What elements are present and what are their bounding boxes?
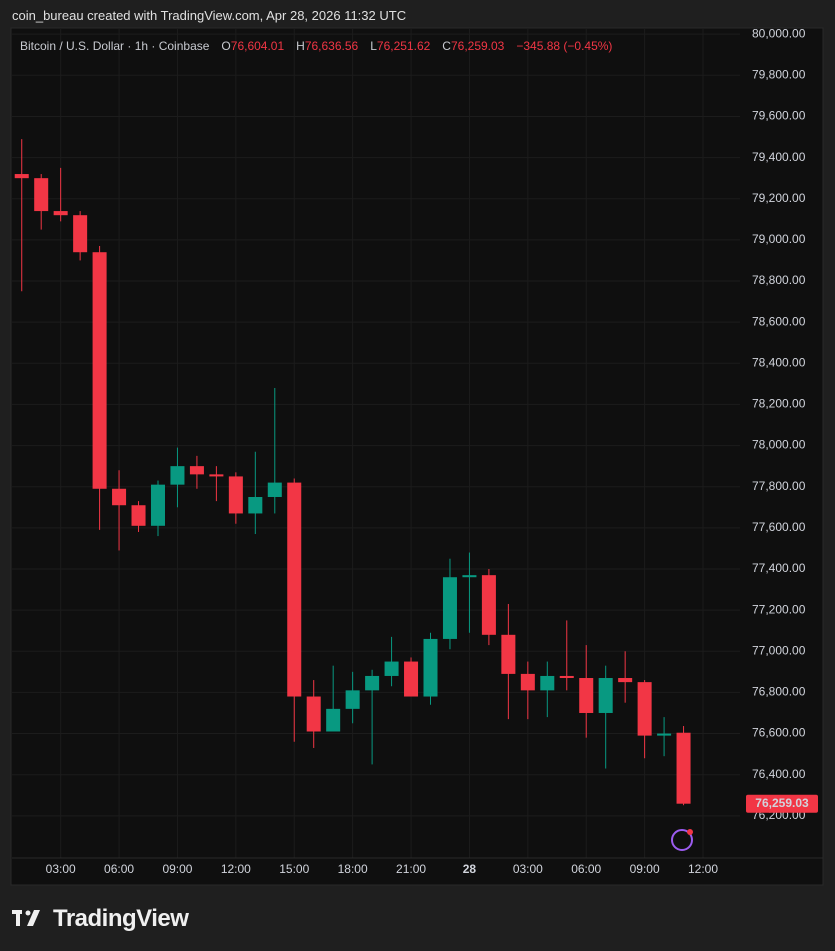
candle-body — [112, 488, 127, 506]
y-tick-label: 78,600.00 — [752, 314, 806, 328]
ohlc-key: L — [370, 39, 377, 53]
candle-body — [131, 505, 146, 526]
last-price-label: 76,259.03 — [755, 796, 809, 810]
y-tick-label: 79,400.00 — [752, 150, 806, 164]
y-tick-label: 79,200.00 — [752, 191, 806, 205]
x-tick-label: 09:00 — [162, 862, 192, 876]
candle-body — [598, 678, 613, 713]
y-tick-label: 76,600.00 — [752, 726, 806, 740]
y-tick-label: 78,400.00 — [752, 355, 806, 369]
candle-body — [462, 575, 477, 578]
y-tick-label: 77,600.00 — [752, 520, 806, 534]
y-tick-label: 78,000.00 — [752, 438, 806, 452]
candle-body — [73, 215, 88, 253]
symbol: Bitcoin / U.S. Dollar · 1h · Coinbase — [20, 39, 210, 53]
change: −345.88 (−0.45%) — [516, 39, 613, 53]
ohlc-key: C — [442, 39, 451, 53]
y-tick-label: 76,800.00 — [752, 685, 806, 699]
candle-body — [423, 638, 438, 697]
candle-body — [365, 675, 380, 691]
candle-body — [559, 675, 574, 679]
legend: Bitcoin / U.S. Dollar · 1h · Coinbase O7… — [20, 39, 612, 53]
caption: coin_bureau created with TradingView.com… — [12, 8, 407, 23]
y-tick-label: 77,200.00 — [752, 602, 806, 616]
assistant-icon[interactable] — [671, 829, 693, 851]
candle-body — [209, 474, 224, 477]
x-tick-label: 15:00 — [279, 862, 309, 876]
candle-body — [404, 661, 419, 697]
x-tick-label: 03:00 — [513, 862, 543, 876]
y-tick-label: 76,400.00 — [752, 767, 806, 781]
candle-body — [579, 678, 594, 713]
ohlc-key: O — [221, 39, 231, 53]
candle-body — [150, 484, 165, 526]
candle-body — [345, 690, 360, 709]
x-tick-label: 06:00 — [571, 862, 601, 876]
y-tick-label: 78,800.00 — [752, 273, 806, 287]
candle-body — [14, 174, 29, 179]
x-tick-label: 21:00 — [396, 862, 426, 876]
y-tick-label: 80,000.00 — [752, 26, 806, 40]
candle-body — [442, 577, 457, 639]
y-tick-label: 77,000.00 — [752, 643, 806, 657]
candle-body — [326, 708, 341, 732]
candle-body — [481, 575, 496, 635]
candle-body — [501, 634, 516, 674]
x-tick-label: 12:00 — [688, 862, 718, 876]
brand-logo — [12, 910, 40, 926]
candle-body — [520, 673, 535, 691]
candle-body — [287, 482, 302, 697]
candle-body — [676, 732, 691, 804]
grid — [12, 28, 740, 858]
ohlc-value: 76,259.03 — [450, 39, 505, 53]
chart-panel — [10, 27, 824, 886]
ohlc-value: 76,636.56 — [304, 39, 359, 53]
candle-body — [657, 733, 672, 736]
x-tick-label: 03:00 — [46, 862, 76, 876]
candle-body — [248, 496, 263, 514]
x-tick-label: 28 — [463, 862, 477, 876]
y-tick-label: 79,600.00 — [752, 109, 806, 123]
candle-body — [228, 476, 243, 514]
brand: TradingView — [53, 905, 189, 932]
y-tick-label: 77,400.00 — [752, 561, 806, 575]
x-tick-label: 12:00 — [221, 862, 251, 876]
last-price-tag — [746, 794, 818, 813]
ohlc-value: 76,604.01 — [230, 39, 285, 53]
candle-body — [189, 466, 204, 475]
y-tick-label: 77,800.00 — [752, 479, 806, 493]
candle-body — [53, 211, 68, 216]
candle-body — [170, 466, 185, 485]
candle-body — [618, 678, 633, 683]
candle-body — [540, 675, 555, 691]
ohlc-key: H — [296, 39, 305, 53]
candle-body — [384, 661, 399, 676]
candle-body — [92, 252, 107, 489]
candle-body — [637, 682, 652, 736]
candle-body — [34, 178, 49, 212]
x-tick-label: 18:00 — [338, 862, 368, 876]
x-tick-label: 09:00 — [630, 862, 660, 876]
y-tick-label: 78,200.00 — [752, 397, 806, 411]
candle-body — [306, 696, 321, 732]
x-tick-label: 06:00 — [104, 862, 134, 876]
ohlc-value: 76,251.62 — [376, 39, 431, 53]
candle-body — [267, 482, 282, 497]
y-tick-label: 79,000.00 — [752, 232, 806, 246]
y-tick-label: 79,800.00 — [752, 67, 806, 81]
